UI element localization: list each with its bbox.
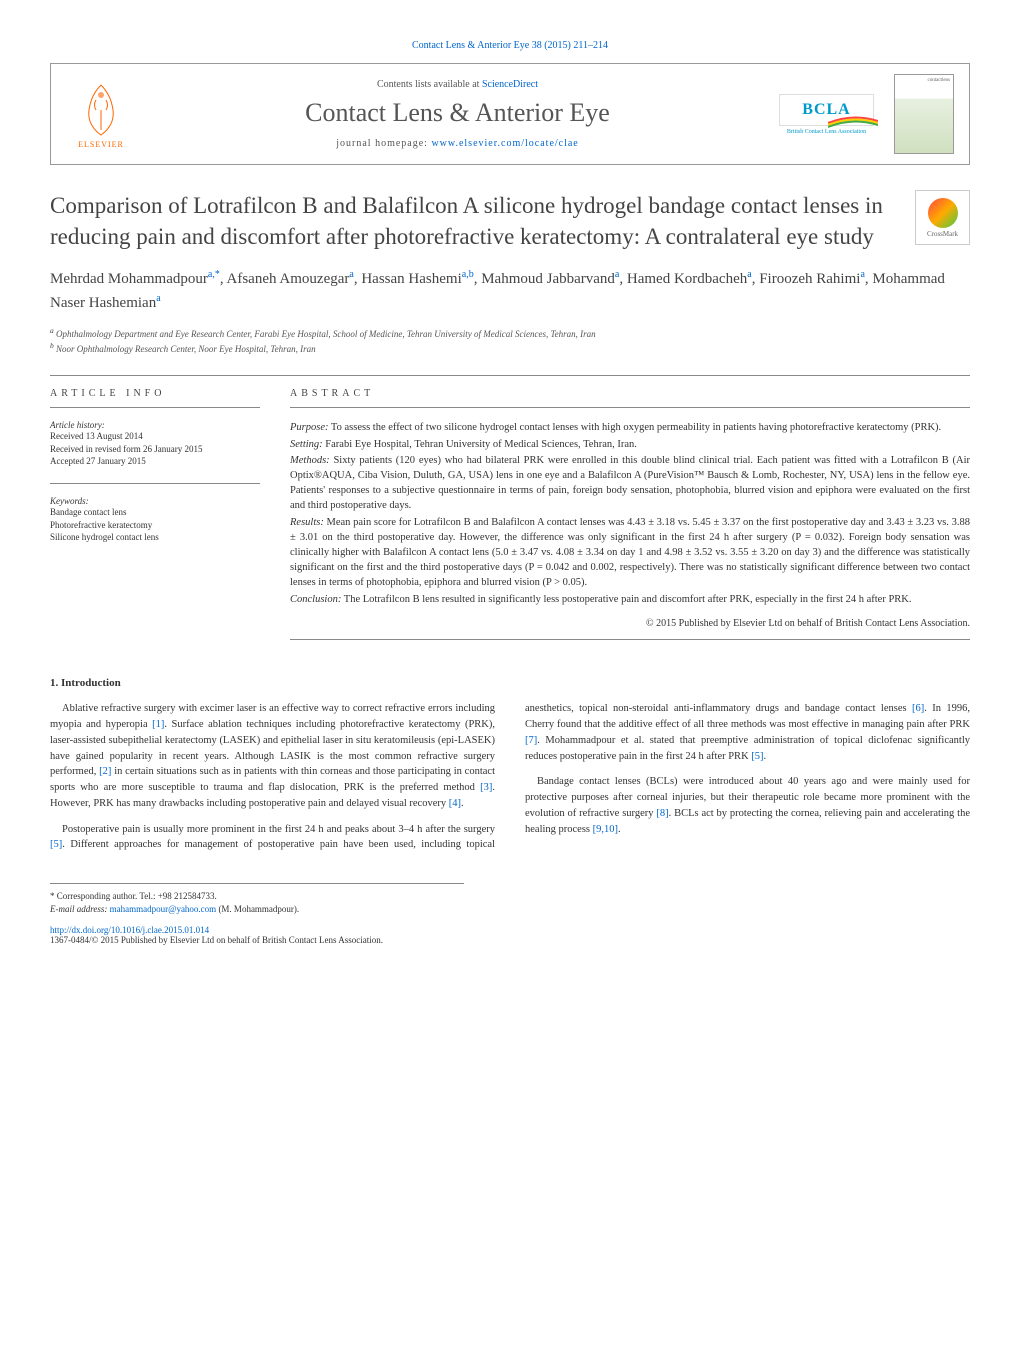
contents-line: Contents lists available at ScienceDirec… <box>156 79 759 90</box>
bcla-logo-block: BCLA British Contact Lens Association <box>779 94 874 135</box>
ref-link[interactable]: [6] <box>912 703 924 714</box>
methods-text: Sixty patients (120 eyes) who had bilate… <box>290 455 970 512</box>
top-citation: Contact Lens & Anterior Eye 38 (2015) 21… <box>50 40 970 51</box>
affiliations: a Ophthalmology Department and Eye Resea… <box>50 326 970 355</box>
email-link[interactable]: mahammadpour@yahoo.com <box>110 904 217 914</box>
results-text: Mean pain score for Lotrafilcon B and Ba… <box>290 517 970 589</box>
article-info-heading: ARTICLE INFO <box>50 388 260 399</box>
bcla-logo: BCLA <box>779 94 874 126</box>
corresponding-footnote: * Corresponding author. Tel.: +98 212584… <box>50 883 464 915</box>
issn-line: 1367-0484/© 2015 Published by Elsevier L… <box>50 935 970 945</box>
ref-link[interactable]: [9,10] <box>593 824 618 835</box>
elsevier-logo: ELSEVIER <box>66 74 136 154</box>
ref-link[interactable]: [5] <box>751 751 763 762</box>
sciencedirect-link[interactable]: ScienceDirect <box>482 79 538 90</box>
journal-homepage: journal homepage: www.elsevier.com/locat… <box>156 138 759 149</box>
journal-name: Contact Lens & Anterior Eye <box>156 98 759 128</box>
authors-list: Mehrdad Mohammadpoura,*, Afsaneh Amouzeg… <box>50 267 970 314</box>
elsevier-label: ELSEVIER <box>78 140 124 149</box>
body-paragraph: Ablative refractive surgery with excimer… <box>50 701 495 811</box>
ref-link[interactable]: [3] <box>480 782 492 793</box>
page-footer: * Corresponding author. Tel.: +98 212584… <box>50 883 970 945</box>
history-line: Received in revised form 26 January 2015 <box>50 443 260 456</box>
journal-cover-thumb: contactlens <box>894 74 954 154</box>
purpose-label: Purpose: <box>290 422 329 433</box>
body-paragraph: Bandage contact lenses (BCLs) were intro… <box>525 774 970 837</box>
ref-link[interactable]: [7] <box>525 735 537 746</box>
crossmark-badge[interactable]: CrossMark <box>915 190 970 245</box>
ref-link[interactable]: [4] <box>449 798 461 809</box>
top-citation-link[interactable]: Contact Lens & Anterior Eye 38 (2015) 21… <box>412 40 608 51</box>
setting-label: Setting: <box>290 439 323 450</box>
methods-label: Methods: <box>290 455 330 466</box>
abstract-copyright: © 2015 Published by Elsevier Ltd on beha… <box>290 617 970 632</box>
results-label: Results: <box>290 517 324 528</box>
article-info: ARTICLE INFO Article history: Received 1… <box>50 388 260 652</box>
conclusion-label: Conclusion: <box>290 594 341 605</box>
history-line: Accepted 27 January 2015 <box>50 455 260 468</box>
conclusion-text: The Lotrafilcon B lens resulted in signi… <box>341 594 911 605</box>
doi-link[interactable]: http://dx.doi.org/10.1016/j.clae.2015.01… <box>50 925 209 935</box>
ref-link[interactable]: [1] <box>152 719 164 730</box>
crossmark-icon <box>928 198 958 228</box>
keyword-line: Bandage contact lens <box>50 506 260 519</box>
elsevier-tree-icon <box>71 80 131 140</box>
introduction-heading: 1. Introduction <box>50 677 970 689</box>
keyword-line: Photorefractive keratectomy <box>50 519 260 532</box>
history-label: Article history: <box>50 420 260 430</box>
bcla-swoosh-icon <box>828 113 878 128</box>
history-line: Received 13 August 2014 <box>50 430 260 443</box>
abstract: ABSTRACT Purpose: To assess the effect o… <box>290 388 970 652</box>
setting-text: Farabi Eye Hospital, Tehran University o… <box>323 439 637 450</box>
article-title: Comparison of Lotrafilcon B and Balafilc… <box>50 190 895 252</box>
journal-header: ELSEVIER Contents lists available at Sci… <box>50 63 970 165</box>
keyword-line: Silicone hydrogel contact lens <box>50 531 260 544</box>
bcla-subtitle: British Contact Lens Association <box>787 129 866 135</box>
introduction-body: Ablative refractive surgery with excimer… <box>50 701 970 853</box>
ref-link[interactable]: [8] <box>656 808 668 819</box>
abstract-heading: ABSTRACT <box>290 388 970 399</box>
ref-link[interactable]: [5] <box>50 839 62 850</box>
ref-link[interactable]: [2] <box>99 766 111 777</box>
purpose-text: To assess the effect of two silicone hyd… <box>329 422 942 433</box>
divider <box>50 375 970 376</box>
homepage-link[interactable]: www.elsevier.com/locate/clae <box>431 138 578 149</box>
keywords-label: Keywords: <box>50 496 260 506</box>
